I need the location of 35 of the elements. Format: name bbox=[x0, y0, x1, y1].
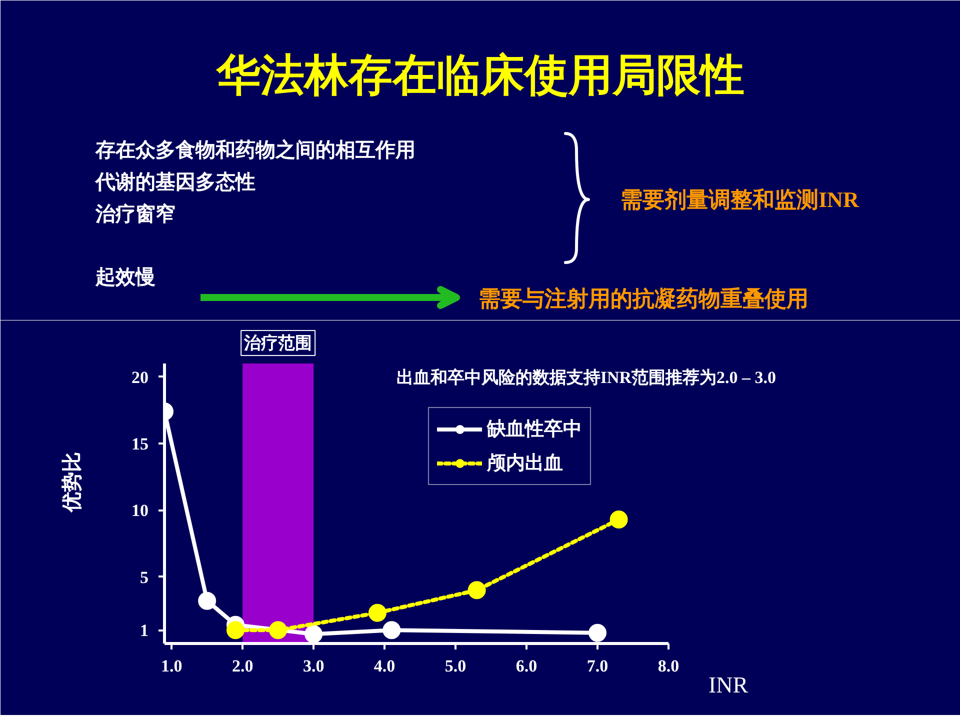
text: 存在众多食物和药物之间的相互作用 bbox=[94, 138, 416, 162]
x-axis-title: INR bbox=[708, 672, 749, 698]
text: 需要与注射用的抗凝药物重叠使用 bbox=[478, 286, 808, 311]
text: 需要剂量调整和监测INR bbox=[620, 187, 860, 212]
y-tick-label: 5 bbox=[140, 568, 148, 587]
text: 治疗窗窄 bbox=[94, 202, 176, 226]
chart-title: 华法林存在临床使用局限性 bbox=[216, 51, 744, 100]
y-tick-label: 10 bbox=[132, 501, 148, 520]
x-tick-label: 6.0 bbox=[516, 656, 538, 676]
point bbox=[588, 624, 607, 642]
x-tick-label: 1.0 bbox=[160, 656, 182, 676]
x-tick-label: 7.0 bbox=[586, 656, 608, 676]
y-tick-label: 20 bbox=[132, 368, 148, 387]
x-tick-label: 4.0 bbox=[374, 656, 396, 676]
point bbox=[304, 625, 323, 644]
point bbox=[382, 621, 401, 640]
point bbox=[610, 510, 628, 528]
legend-label: 颅内出血 bbox=[487, 452, 563, 476]
point bbox=[468, 581, 486, 600]
y-axis-title: 优势比 bbox=[62, 452, 84, 513]
text: 起效慢 bbox=[94, 266, 156, 288]
point bbox=[198, 592, 216, 610]
point bbox=[368, 604, 386, 622]
y-tick-label: 1 bbox=[140, 621, 148, 640]
point bbox=[226, 621, 244, 640]
point bbox=[269, 621, 288, 640]
x-tick-label: 5.0 bbox=[444, 656, 466, 676]
band-label: 治疗范围 bbox=[243, 334, 312, 352]
x-tick-label: 2.0 bbox=[232, 656, 254, 676]
legend-label: 缺血性卒中 bbox=[487, 418, 582, 442]
text: 代谢的基因多态性 bbox=[94, 172, 256, 194]
y-tick-label: 15 bbox=[132, 434, 148, 454]
x-tick-label: 3.0 bbox=[302, 656, 324, 676]
chart-subtitle: 出血和卒中风险的数据支持INR范围推荐为2.0 – 3.0 bbox=[396, 368, 776, 387]
x-tick-label: 8.0 bbox=[658, 656, 680, 676]
